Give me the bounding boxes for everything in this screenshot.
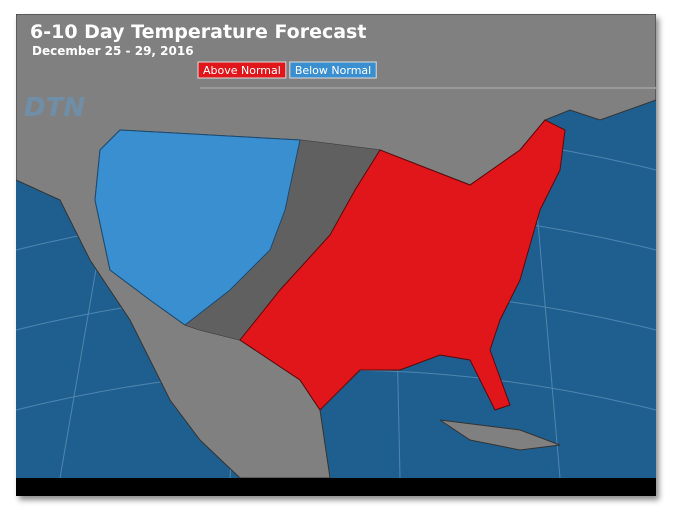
legend-swatch [197, 61, 287, 79]
cuba [439, 419, 561, 451]
above-normal-region [239, 119, 566, 411]
legend-label: Below Normal [295, 64, 371, 77]
subtitle: December 25 - 29, 2016 [32, 44, 194, 58]
below-normal-region [94, 129, 301, 326]
legend-swatch [289, 61, 377, 79]
watermark: DTN [24, 93, 85, 123]
land-us-neutral [120, 130, 380, 340]
legend-label: Above Normal [203, 64, 281, 77]
title: 6-10 Day Temperature Forecast [30, 21, 366, 43]
map: DTN [16, 14, 656, 478]
legend: Above Normal Below Normal [197, 61, 377, 79]
